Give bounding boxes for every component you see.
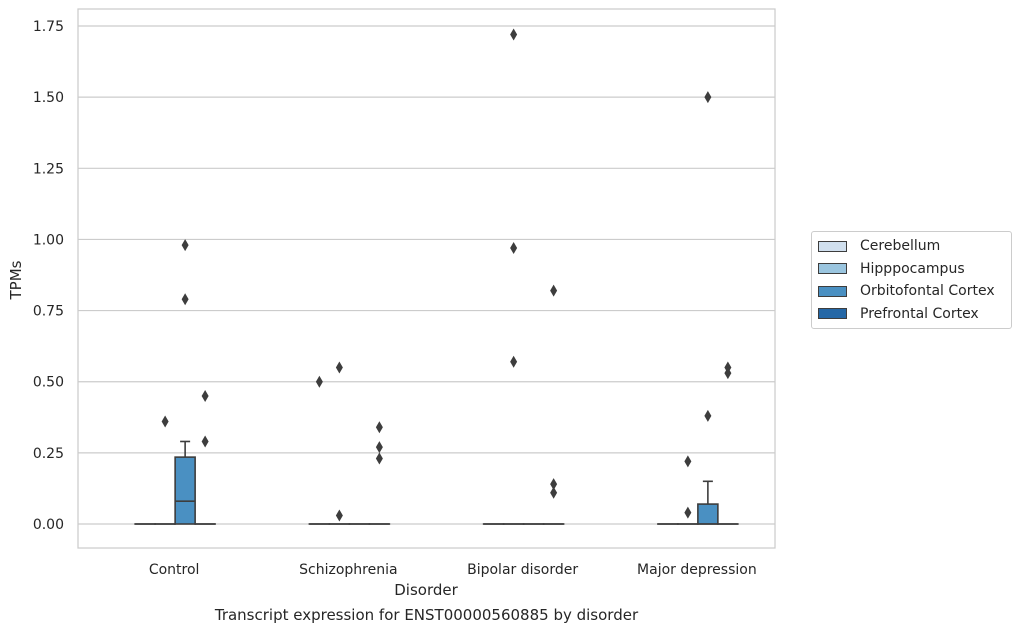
outlier-point <box>375 441 383 454</box>
y-tick-label: 0.75 <box>33 304 64 320</box>
x-tick-label: Major depression <box>637 562 757 578</box>
box-series <box>134 28 739 525</box>
y-tick-label: 1.25 <box>33 161 64 177</box>
legend-swatch <box>818 263 847 275</box>
y-tick-label: 0.50 <box>33 375 64 391</box>
series-hipppocampus <box>154 28 699 525</box>
outlier-point <box>550 478 558 491</box>
y-axis-label: TPMs <box>7 260 25 300</box>
x-tick-label: Bipolar disorder <box>467 562 578 578</box>
outlier-point <box>315 375 323 388</box>
figure-caption: Transcript expression for ENST0000056088… <box>214 606 639 624</box>
legend-item: Prefrontal Cortex <box>812 303 1011 326</box>
legend-label: Cerebellum <box>860 238 941 255</box>
outlier-point <box>684 455 692 468</box>
series-cerebellum <box>134 375 679 525</box>
outlier-point <box>181 239 189 252</box>
outlier-point <box>510 241 518 254</box>
y-axis-ticks: 0.00 0.25 0.50 0.75 1.00 1.25 1.50 1.75 <box>33 19 64 533</box>
y-tick-label: 1.75 <box>33 19 64 35</box>
legend: Cerebellum Hipppocampus Orbitofontal Corte… <box>811 231 1012 329</box>
series-prefrontal-cortex <box>194 284 739 525</box>
x-tick-label: Control <box>149 562 200 578</box>
x-axis-label: Disorder <box>394 581 458 599</box>
plot-frame <box>77 8 776 549</box>
legend-swatch <box>818 285 847 297</box>
y-tick-label: 1.50 <box>33 90 64 106</box>
legend-label: Hipppocampus <box>860 260 965 277</box>
outlier-point <box>181 293 189 306</box>
outlier-point <box>375 421 383 434</box>
y-tick-label: 1.00 <box>33 232 64 248</box>
legend-swatch <box>818 240 847 252</box>
legend-label: Orbitofontal Cortex <box>860 283 995 300</box>
outlier-point <box>684 506 692 519</box>
legend-item: Cerebellum <box>812 235 1011 258</box>
outlier-point <box>510 28 518 41</box>
outlier-point <box>335 361 343 374</box>
box <box>174 456 196 525</box>
outlier-point <box>724 367 732 380</box>
y-tick-label: 0.25 <box>33 446 64 462</box>
outlier-point <box>704 409 712 422</box>
legend-item: Hipppocampus <box>812 258 1011 281</box>
outlier-point <box>201 435 209 448</box>
x-axis-ticks: Control Schizophrenia Bipolar disorder Majo… <box>149 562 757 578</box>
legend-label: Prefrontal Cortex <box>860 305 979 322</box>
legend-swatch <box>818 308 847 320</box>
outlier-point <box>161 415 169 428</box>
series-orbitofontal-cortex <box>174 91 719 525</box>
outlier-point <box>550 486 558 499</box>
outlier-point <box>375 452 383 465</box>
outlier-point <box>201 389 209 402</box>
legend-item: Orbitofontal Cortex <box>812 280 1011 303</box>
outlier-point <box>704 91 712 104</box>
outlier-point <box>510 355 518 368</box>
outlier-point <box>335 509 343 522</box>
box <box>697 503 719 525</box>
x-tick-label: Schizophrenia <box>299 562 397 578</box>
y-tick-label: 0.00 <box>33 517 64 533</box>
grid-lines <box>78 25 775 525</box>
outlier-point <box>550 284 558 297</box>
